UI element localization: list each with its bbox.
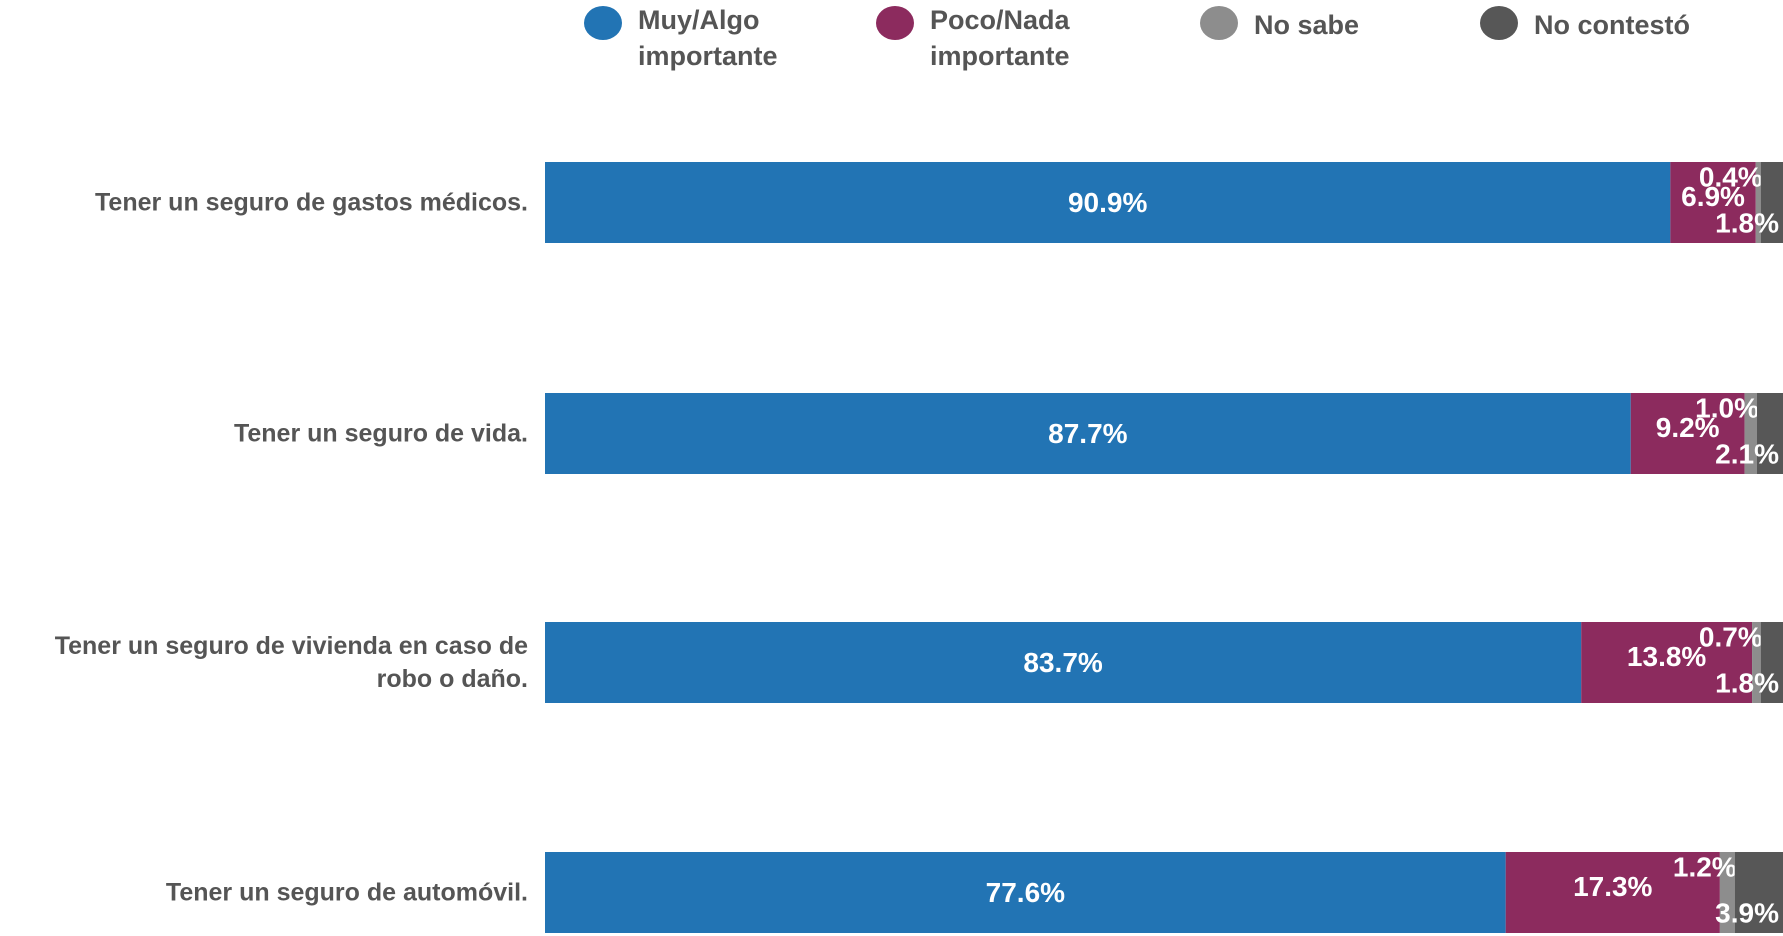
category-label: Tener un seguro de vivienda en caso de r… (54, 631, 528, 693)
bar-segment (545, 162, 1671, 243)
legend-label: No sabe (1254, 10, 1360, 40)
legend-swatch (1480, 6, 1518, 40)
data-label: 1.2% (1673, 851, 1737, 882)
bar-segment (1630, 393, 1745, 474)
data-label: 1.8% (1715, 207, 1779, 238)
data-label: 1.8% (1715, 667, 1779, 698)
data-label: 83.7% (1023, 647, 1102, 678)
data-label: 77.6% (986, 877, 1065, 908)
bar-segment (545, 852, 1506, 933)
bar-segment (1757, 393, 1783, 474)
data-label: 9.2% (1656, 412, 1720, 443)
data-label: 90.9% (1068, 187, 1147, 218)
bar-segment (545, 393, 1631, 474)
data-label: 0.7% (1699, 621, 1763, 652)
category-label: Tener un seguro de vida. (233, 419, 528, 447)
category-label: Tener un seguro de automóvil. (165, 878, 528, 906)
bar-segment (1581, 622, 1753, 703)
legend-label: No contestó (1534, 10, 1691, 40)
bar-segment (1505, 852, 1720, 933)
data-label: 87.7% (1048, 418, 1127, 449)
bar-segment (1670, 162, 1756, 243)
legend-swatch (1200, 6, 1238, 40)
bar-segment (545, 622, 1582, 703)
legend-label: Muy/Algo importante (638, 5, 778, 71)
data-label: 0.4% (1699, 161, 1763, 192)
legend-label: Poco/Nada importante (930, 5, 1070, 71)
category-label: Tener un seguro de gastos médicos. (95, 188, 528, 216)
legend-swatch (876, 6, 914, 40)
bar-segment (1719, 852, 1735, 933)
bar-segment (1752, 622, 1761, 703)
data-label: 6.9% (1681, 181, 1745, 212)
bar-segment (1755, 162, 1761, 243)
data-label: 13.8% (1627, 641, 1706, 672)
data-label: 2.1% (1715, 438, 1779, 469)
bar-segment (1760, 622, 1783, 703)
bar-segment (1744, 393, 1758, 474)
legend-swatch (584, 6, 622, 40)
bar-segment (1734, 852, 1783, 933)
data-label: 3.9% (1715, 897, 1779, 928)
bar-segment (1760, 162, 1783, 243)
data-label: 1.0% (1695, 392, 1759, 423)
data-label: 17.3% (1573, 871, 1652, 902)
